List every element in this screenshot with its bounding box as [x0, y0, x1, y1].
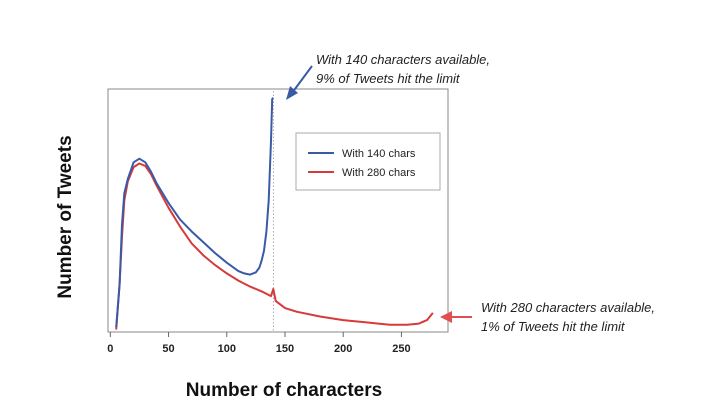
annotation-280-line-1: With 280 characters available, — [481, 300, 656, 315]
legend-box — [295, 132, 441, 191]
x-tick-label-50: 50 — [162, 343, 174, 355]
x-tick-label-200: 200 — [334, 343, 352, 355]
y-axis-label: Number of Tweets — [55, 135, 76, 299]
x-tick-label-250: 250 — [392, 343, 410, 355]
annotation-arrow-140 — [291, 65, 313, 94]
legend-label-1: With 280 chars — [342, 167, 416, 179]
annotation-arrowhead-280 — [440, 311, 452, 323]
series-line-0 — [115, 97, 275, 328]
plot-frame — [107, 88, 449, 333]
x-tick-label-150: 150 — [276, 343, 294, 355]
annotation-140: With 140 characters available, 9% of Twe… — [316, 50, 490, 88]
annotation-140-line-1: With 140 characters available, — [316, 52, 491, 67]
legend-label-0: With 140 chars — [342, 148, 416, 160]
series-line-1 — [115, 162, 434, 330]
annotation-280: With 280 characters available, 1% of Twe… — [481, 298, 655, 336]
x-axis-label: Number of characters — [185, 380, 383, 401]
x-tick-label-0: 0 — [107, 343, 113, 355]
annotation-arrowhead-140 — [286, 86, 298, 100]
annotation-140-line-2: 9% of Tweets hit the limit — [316, 71, 460, 86]
x-tick-label-100: 100 — [218, 343, 236, 355]
annotation-280-line-2: 1% of Tweets hit the limit — [481, 319, 625, 334]
